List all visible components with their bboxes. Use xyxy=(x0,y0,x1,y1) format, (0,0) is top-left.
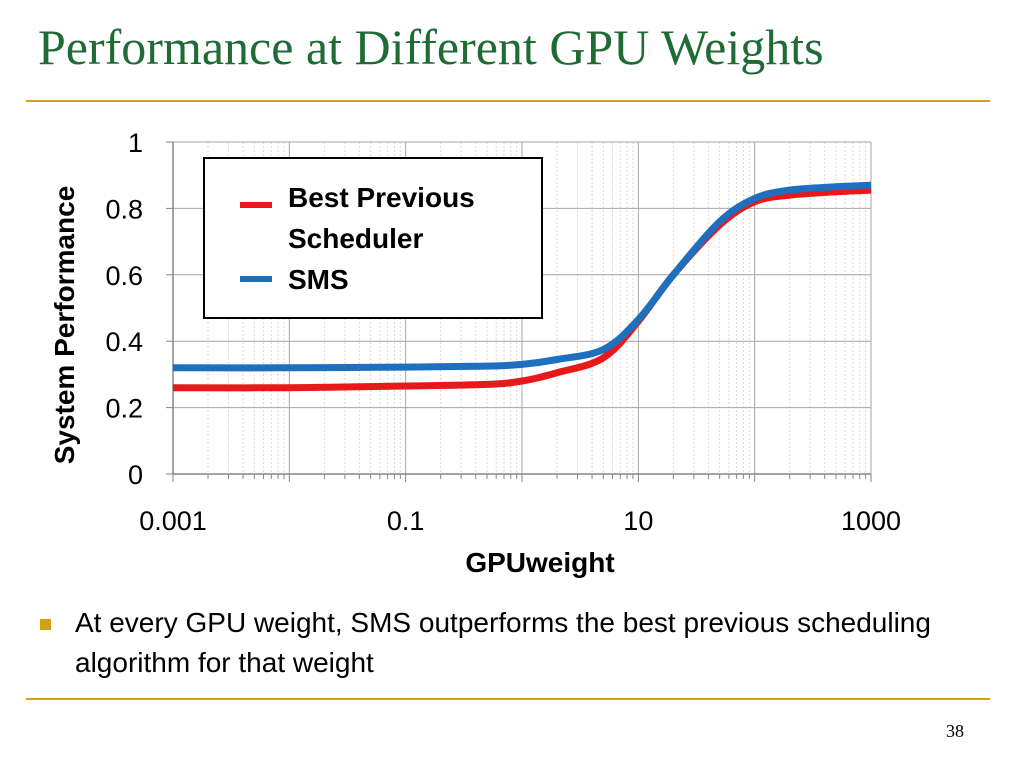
bullet-text: At every GPU weight, SMS outperforms the… xyxy=(75,607,931,678)
y-tick-label: 0.2 xyxy=(105,394,143,424)
x-tick-label: 1000 xyxy=(841,506,901,536)
legend-label-sms: SMS xyxy=(288,264,349,295)
y-tick-label: 0 xyxy=(128,460,143,490)
x-tick-label: 0.001 xyxy=(139,506,207,536)
slide-title: Performance at Different GPU Weights xyxy=(38,19,824,75)
y-tick-label: 0.6 xyxy=(105,261,143,291)
performance-chart: 0 0.2 0.4 0.6 0.8 1 0.001 0.1 10 1000 GPUweight S… xyxy=(49,128,901,578)
series-line-best-previous-scheduler xyxy=(172,186,872,392)
y-tick-label: 0.8 xyxy=(105,194,143,224)
y-tick-label: 1 xyxy=(128,128,143,158)
x-axis-title: GPUweight xyxy=(465,547,614,578)
legend-box xyxy=(203,157,543,319)
chart-legend: Best Previous Scheduler SMS xyxy=(203,157,543,319)
title-divider xyxy=(26,100,990,102)
bullet-marker xyxy=(40,619,51,630)
series-line-sms xyxy=(172,181,872,372)
tick-labels: 0 0.2 0.4 0.6 0.8 1 0.001 0.1 10 1000 xyxy=(105,128,901,536)
series-lines xyxy=(172,181,872,392)
x-tick-label: 0.1 xyxy=(387,506,425,536)
y-axis-title: System Performance xyxy=(49,186,80,465)
footer-divider xyxy=(26,698,990,700)
grid-lines xyxy=(172,141,872,475)
page-number: 38 xyxy=(946,721,964,741)
y-tick-label: 0.4 xyxy=(105,327,143,357)
axes xyxy=(166,141,872,482)
legend-label-best-previous: Best Previous Scheduler xyxy=(288,182,483,254)
x-tick-label: 10 xyxy=(623,506,653,536)
